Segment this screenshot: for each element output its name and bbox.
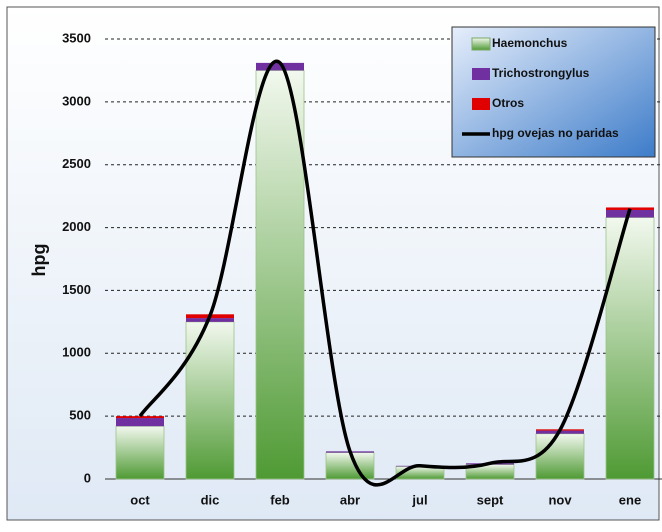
legend-label: Otros [492, 96, 524, 110]
x-tick-label: nov [548, 492, 572, 507]
x-tick-label: oct [130, 492, 150, 507]
y-tick-label: 0 [84, 470, 91, 485]
x-tick-label: feb [270, 492, 290, 507]
line-series [138, 59, 632, 487]
legend-swatch [471, 37, 491, 51]
legend-label: Trichostrongylus [492, 66, 590, 80]
legend-label: Haemonchus [492, 36, 568, 50]
bar-segment [325, 452, 375, 480]
legend-swatch [472, 68, 490, 80]
y-tick-label: 3500 [62, 30, 91, 45]
y-tick-label: 2500 [62, 156, 91, 171]
bar-segment [116, 416, 164, 419]
legend-swatch [472, 98, 490, 110]
x-tick-label: jul [411, 492, 427, 507]
x-tick-label: ene [619, 492, 641, 507]
bar-segment [255, 70, 305, 480]
bar-segment [116, 418, 164, 427]
x-tick-label: dic [201, 492, 220, 507]
y-tick-label: 3000 [62, 93, 91, 108]
y-tick-label: 500 [69, 408, 91, 423]
x-tick-label: abr [340, 492, 360, 507]
bar-segment [256, 62, 304, 71]
bar-segment [535, 433, 585, 480]
y-tick-label: 1000 [62, 345, 91, 360]
y-tick-label: 1500 [62, 282, 91, 297]
legend-label: hpg ovejas no paridas [492, 126, 619, 140]
bar-segment [115, 425, 165, 480]
bar-segment [605, 217, 655, 480]
y-axis-label: hpg [29, 244, 49, 277]
x-tick-label: sept [477, 492, 504, 507]
y-tick-label: 2000 [62, 219, 91, 234]
bar-segment [185, 321, 235, 480]
